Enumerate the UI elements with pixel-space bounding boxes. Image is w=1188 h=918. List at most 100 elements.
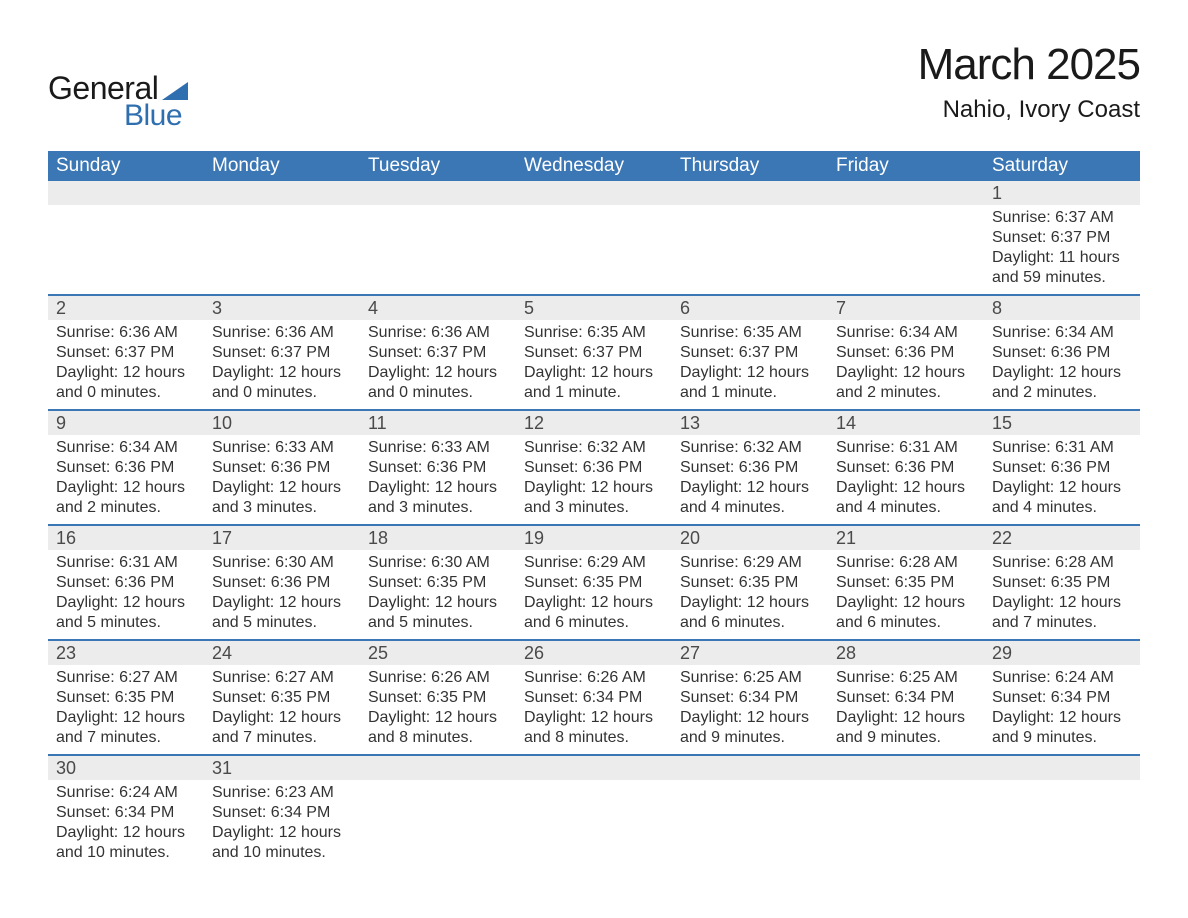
day-number-cell: [672, 755, 828, 780]
weekday-header: Sunday: [48, 151, 204, 181]
day-details-row: Sunrise: 6:37 AMSunset: 6:37 PMDaylight:…: [48, 205, 1140, 295]
day-details-cell: Sunrise: 6:27 AMSunset: 6:35 PMDaylight:…: [48, 665, 204, 755]
day-detail-line: Daylight: 12 hours and 4 minutes.: [680, 478, 820, 518]
day-detail-line: Daylight: 12 hours and 3 minutes.: [524, 478, 664, 518]
day-details-row: Sunrise: 6:34 AMSunset: 6:36 PMDaylight:…: [48, 435, 1140, 525]
month-title: March 2025: [918, 40, 1140, 90]
day-detail-line: Daylight: 12 hours and 5 minutes.: [212, 593, 352, 633]
day-details-row: Sunrise: 6:31 AMSunset: 6:36 PMDaylight:…: [48, 550, 1140, 640]
day-detail-line: Daylight: 12 hours and 5 minutes.: [56, 593, 196, 633]
day-detail-line: Sunrise: 6:33 AM: [368, 438, 508, 458]
day-detail-line: Sunset: 6:34 PM: [524, 688, 664, 708]
day-details-cell: Sunrise: 6:26 AMSunset: 6:35 PMDaylight:…: [360, 665, 516, 755]
day-number-cell: [360, 181, 516, 205]
day-number-cell: 16: [48, 525, 204, 550]
day-details-cell: Sunrise: 6:28 AMSunset: 6:35 PMDaylight:…: [984, 550, 1140, 640]
day-number-cell: 29: [984, 640, 1140, 665]
day-details-cell: Sunrise: 6:34 AMSunset: 6:36 PMDaylight:…: [48, 435, 204, 525]
day-details-cell: Sunrise: 6:36 AMSunset: 6:37 PMDaylight:…: [48, 320, 204, 410]
day-detail-line: Daylight: 12 hours and 1 minute.: [524, 363, 664, 403]
day-details-cell: [204, 205, 360, 295]
day-number-cell: [516, 755, 672, 780]
day-number-cell: [204, 181, 360, 205]
day-detail-line: Sunrise: 6:34 AM: [992, 323, 1132, 343]
day-detail-line: Sunrise: 6:23 AM: [212, 783, 352, 803]
day-details-cell: Sunrise: 6:33 AMSunset: 6:36 PMDaylight:…: [360, 435, 516, 525]
day-number-cell: 2: [48, 295, 204, 320]
day-detail-line: Sunset: 6:35 PM: [212, 688, 352, 708]
day-details-cell: Sunrise: 6:28 AMSunset: 6:35 PMDaylight:…: [828, 550, 984, 640]
day-number-cell: 12: [516, 410, 672, 435]
day-details-cell: Sunrise: 6:24 AMSunset: 6:34 PMDaylight:…: [48, 780, 204, 869]
title-block: March 2025 Nahio, Ivory Coast: [918, 40, 1140, 124]
day-detail-line: Sunrise: 6:29 AM: [680, 553, 820, 573]
day-detail-line: Sunrise: 6:27 AM: [212, 668, 352, 688]
day-detail-line: Daylight: 12 hours and 9 minutes.: [992, 708, 1132, 748]
day-details-cell: Sunrise: 6:31 AMSunset: 6:36 PMDaylight:…: [48, 550, 204, 640]
day-details-row: Sunrise: 6:36 AMSunset: 6:37 PMDaylight:…: [48, 320, 1140, 410]
day-detail-line: Daylight: 12 hours and 9 minutes.: [836, 708, 976, 748]
day-detail-line: Daylight: 12 hours and 7 minutes.: [992, 593, 1132, 633]
day-details-cell: [984, 780, 1140, 869]
day-details-cell: Sunrise: 6:33 AMSunset: 6:36 PMDaylight:…: [204, 435, 360, 525]
day-details-cell: [828, 205, 984, 295]
day-detail-line: Sunrise: 6:32 AM: [524, 438, 664, 458]
day-number-cell: [828, 181, 984, 205]
day-number-cell: 31: [204, 755, 360, 780]
day-detail-line: Daylight: 12 hours and 8 minutes.: [368, 708, 508, 748]
weekday-header: Wednesday: [516, 151, 672, 181]
day-number-cell: 9: [48, 410, 204, 435]
triangle-icon: [162, 78, 188, 100]
day-detail-line: Sunrise: 6:27 AM: [56, 668, 196, 688]
day-detail-line: Sunset: 6:35 PM: [368, 573, 508, 593]
day-number-row: 2345678: [48, 295, 1140, 320]
day-detail-line: Daylight: 12 hours and 1 minute.: [680, 363, 820, 403]
header-bar: General Blue March 2025 Nahio, Ivory Coa…: [48, 40, 1140, 133]
day-detail-line: Daylight: 12 hours and 4 minutes.: [836, 478, 976, 518]
day-details-cell: [48, 205, 204, 295]
day-detail-line: Sunset: 6:36 PM: [836, 458, 976, 478]
day-details-cell: Sunrise: 6:25 AMSunset: 6:34 PMDaylight:…: [672, 665, 828, 755]
day-details-cell: Sunrise: 6:37 AMSunset: 6:37 PMDaylight:…: [984, 205, 1140, 295]
day-number-cell: [360, 755, 516, 780]
day-detail-line: Sunrise: 6:33 AM: [212, 438, 352, 458]
day-detail-line: Sunrise: 6:36 AM: [368, 323, 508, 343]
day-number-cell: 7: [828, 295, 984, 320]
day-detail-line: Sunrise: 6:31 AM: [836, 438, 976, 458]
day-detail-line: Sunrise: 6:25 AM: [836, 668, 976, 688]
day-detail-line: Daylight: 12 hours and 3 minutes.: [212, 478, 352, 518]
day-detail-line: Daylight: 12 hours and 7 minutes.: [56, 708, 196, 748]
day-detail-line: Daylight: 12 hours and 5 minutes.: [368, 593, 508, 633]
day-number-cell: 25: [360, 640, 516, 665]
day-detail-line: Daylight: 12 hours and 10 minutes.: [56, 823, 196, 863]
day-detail-line: Sunset: 6:35 PM: [836, 573, 976, 593]
day-details-cell: Sunrise: 6:30 AMSunset: 6:36 PMDaylight:…: [204, 550, 360, 640]
day-detail-line: Sunrise: 6:36 AM: [56, 323, 196, 343]
day-details-cell: Sunrise: 6:31 AMSunset: 6:36 PMDaylight:…: [984, 435, 1140, 525]
day-detail-line: Sunset: 6:36 PM: [56, 458, 196, 478]
day-detail-line: Sunset: 6:36 PM: [56, 573, 196, 593]
day-details-cell: Sunrise: 6:30 AMSunset: 6:35 PMDaylight:…: [360, 550, 516, 640]
day-detail-line: Sunrise: 6:29 AM: [524, 553, 664, 573]
day-detail-line: Sunrise: 6:26 AM: [368, 668, 508, 688]
day-details-cell: [828, 780, 984, 869]
day-details-row: Sunrise: 6:27 AMSunset: 6:35 PMDaylight:…: [48, 665, 1140, 755]
day-detail-line: Sunrise: 6:30 AM: [368, 553, 508, 573]
day-number-cell: 13: [672, 410, 828, 435]
day-detail-line: Sunset: 6:35 PM: [368, 688, 508, 708]
day-detail-line: Sunset: 6:37 PM: [680, 343, 820, 363]
day-detail-line: Sunset: 6:37 PM: [992, 228, 1132, 248]
day-number-cell: [984, 755, 1140, 780]
day-detail-line: Sunrise: 6:35 AM: [680, 323, 820, 343]
day-number-cell: 17: [204, 525, 360, 550]
day-number-row: 1: [48, 181, 1140, 205]
day-number-cell: 1: [984, 181, 1140, 205]
day-detail-line: Daylight: 12 hours and 0 minutes.: [368, 363, 508, 403]
day-details-cell: Sunrise: 6:29 AMSunset: 6:35 PMDaylight:…: [672, 550, 828, 640]
day-detail-line: Sunrise: 6:31 AM: [56, 553, 196, 573]
day-detail-line: Sunrise: 6:24 AM: [992, 668, 1132, 688]
day-details-cell: Sunrise: 6:31 AMSunset: 6:36 PMDaylight:…: [828, 435, 984, 525]
day-number-cell: 26: [516, 640, 672, 665]
day-detail-line: Sunrise: 6:34 AM: [56, 438, 196, 458]
day-number-cell: 15: [984, 410, 1140, 435]
